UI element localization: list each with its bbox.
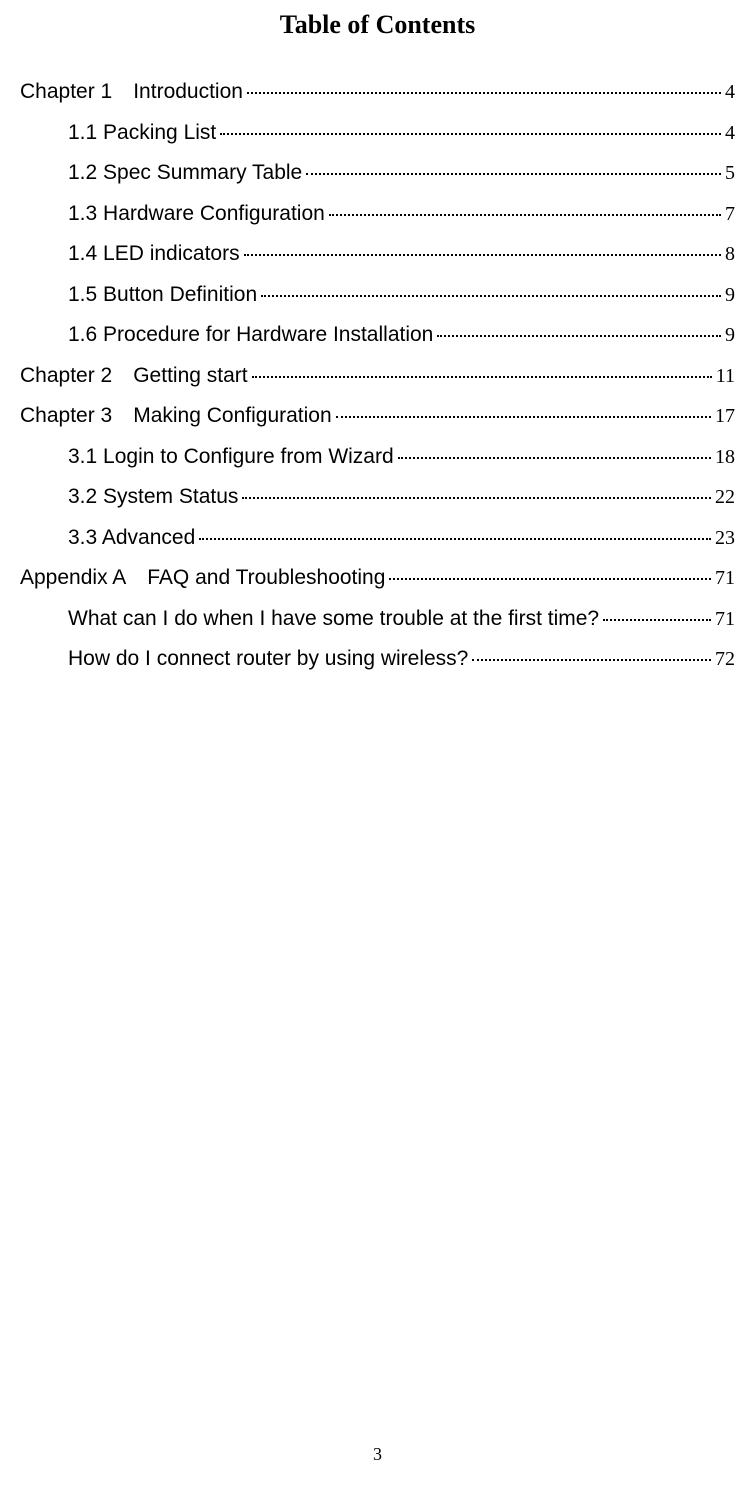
toc-label: 1.5 Button Definition <box>68 279 257 311</box>
toc-entry: 1.4 LED indicators 8 <box>68 238 735 270</box>
toc-entry: Appendix A FAQ and Troubleshooting 71 <box>20 562 735 594</box>
toc-leader-dots <box>247 73 721 94</box>
toc-leader-dots <box>242 478 711 499</box>
toc-leader-dots <box>389 559 711 580</box>
toc-page: 71 <box>715 604 735 634</box>
toc-page: 11 <box>716 361 735 391</box>
toc-label: Appendix A FAQ and Troubleshooting <box>20 562 385 594</box>
toc-page: 72 <box>715 644 735 674</box>
toc-page: 4 <box>725 118 735 148</box>
toc-label: 3.3 Advanced <box>68 522 195 554</box>
toc-leader-dots <box>472 640 711 661</box>
toc-label: 1.1 Packing List <box>68 117 216 149</box>
toc-page: 4 <box>725 77 735 107</box>
toc-entry: 1.3 Hardware Configuration 7 <box>68 198 735 230</box>
toc-page: 8 <box>725 239 735 269</box>
toc-entry: 1.5 Button Definition 9 <box>68 279 735 311</box>
toc-entry: 3.2 System Status 22 <box>68 481 735 513</box>
toc-entry: 3.1 Login to Configure from Wizard 18 <box>68 441 735 473</box>
toc-entry: 1.6 Procedure for Hardware Installation … <box>68 319 735 351</box>
toc-leader-dots <box>437 316 721 337</box>
toc-label: 1.2 Spec Summary Table <box>68 157 302 189</box>
toc-entry: Chapter 3 Making Configuration 17 <box>20 400 735 432</box>
toc-page: 7 <box>725 199 735 229</box>
toc-label: Chapter 2 Getting start <box>20 360 248 392</box>
toc-entry: Chapter 1 Introduction 4 <box>20 76 735 108</box>
toc-label: 1.3 Hardware Configuration <box>68 198 325 230</box>
toc-leader-dots <box>398 438 711 459</box>
toc-leader-dots <box>199 519 711 540</box>
toc-label: 3.2 System Status <box>68 481 238 513</box>
toc-page: 22 <box>715 482 735 512</box>
toc-leader-dots <box>603 600 711 621</box>
toc-leader-dots <box>252 357 712 378</box>
toc-label: 1.6 Procedure for Hardware Installation <box>68 319 433 351</box>
toc-leader-dots <box>244 235 721 256</box>
toc-label: What can I do when I have some trouble a… <box>68 603 599 635</box>
toc-leader-dots <box>336 397 711 418</box>
toc-label: 3.1 Login to Configure from Wizard <box>68 441 394 473</box>
page-title: Table of Contents <box>20 10 735 40</box>
toc-page: 5 <box>725 158 735 188</box>
toc-leader-dots <box>261 276 721 297</box>
toc-entry: 1.1 Packing List 4 <box>68 117 735 149</box>
toc-entry: 3.3 Advanced 23 <box>68 522 735 554</box>
toc-entry: What can I do when I have some trouble a… <box>68 603 735 635</box>
page-number: 3 <box>0 1444 755 1465</box>
toc-page: 9 <box>725 280 735 310</box>
toc-label: 1.4 LED indicators <box>68 238 240 270</box>
toc-label: Chapter 1 Introduction <box>20 76 243 108</box>
toc-entry: Chapter 2 Getting start 11 <box>20 360 735 392</box>
toc-leader-dots <box>329 195 721 216</box>
toc-entry: 1.2 Spec Summary Table 5 <box>68 157 735 189</box>
toc-page: 9 <box>725 320 735 350</box>
toc-page: 71 <box>715 563 735 593</box>
toc-page: 18 <box>715 442 735 472</box>
toc-container: Chapter 1 Introduction 4 1.1 Packing Lis… <box>20 76 735 675</box>
toc-page: 17 <box>715 401 735 431</box>
toc-entry: How do I connect router by using wireles… <box>68 643 735 675</box>
toc-label: Chapter 3 Making Configuration <box>20 400 332 432</box>
toc-page: 23 <box>715 523 735 553</box>
toc-label: How do I connect router by using wireles… <box>68 643 468 675</box>
toc-leader-dots <box>306 154 721 175</box>
toc-leader-dots <box>220 114 721 135</box>
